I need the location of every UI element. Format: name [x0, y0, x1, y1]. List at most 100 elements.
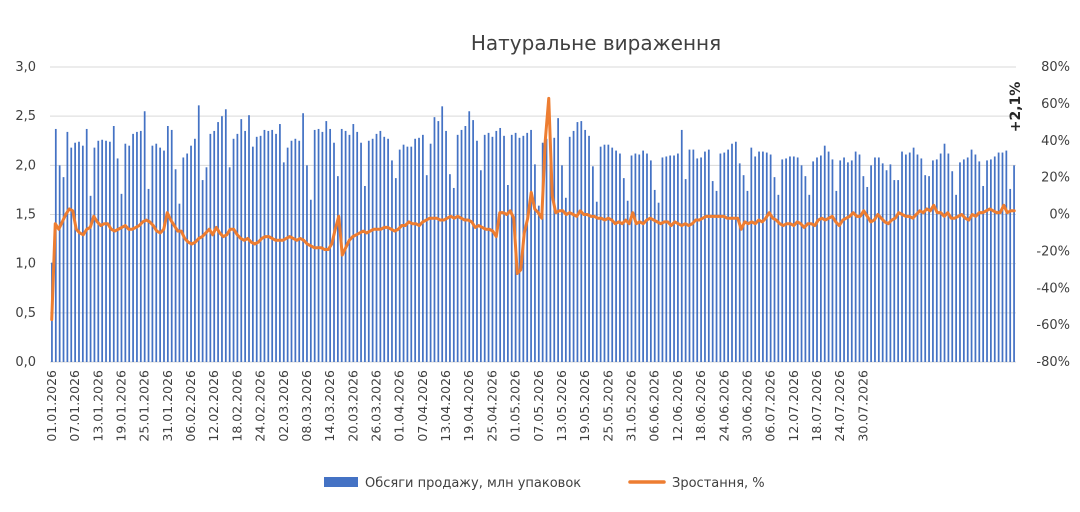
bar [835, 190, 838, 362]
x-tick-label: 24.02.2026 [253, 370, 268, 442]
right-tick-label: -40% [1036, 281, 1070, 296]
bar [588, 135, 590, 362]
bar [823, 145, 826, 362]
right-tick-label: 60% [1041, 97, 1070, 112]
bar [495, 130, 498, 362]
bar [758, 151, 760, 362]
bar [290, 140, 293, 362]
bar [394, 178, 397, 362]
bar [526, 132, 529, 362]
bar [673, 155, 675, 362]
bar [723, 152, 726, 362]
right-tick-label: 0% [1049, 208, 1070, 223]
legend-label-bars: Обсяги продажу, млн упаковок [365, 476, 581, 491]
bar [116, 158, 119, 362]
legend-label-line: Зростання, % [672, 476, 765, 491]
x-tick-label: 12.06.2026 [670, 370, 685, 442]
x-tick-label: 24.07.2026 [832, 370, 847, 442]
bar [653, 189, 656, 362]
annotation-label: +2,1% [1008, 82, 1024, 133]
bar [379, 130, 382, 362]
bar [1001, 152, 1004, 362]
bar [692, 149, 695, 362]
bar [58, 165, 61, 362]
x-tick-label: 19.05.2026 [577, 370, 592, 442]
bar [924, 175, 927, 362]
right-tick-label: 80% [1041, 60, 1070, 75]
bar [669, 155, 672, 362]
bar [537, 205, 540, 362]
x-tick-label: 30.07.2026 [855, 370, 870, 442]
bar [279, 124, 281, 362]
legend: Обсяги продажу, млн упаковок Зростання, … [324, 476, 765, 491]
bar [719, 153, 722, 362]
x-tick-label: 18.06.2026 [693, 370, 708, 442]
bar [827, 151, 830, 362]
bar [696, 158, 699, 362]
bar [599, 146, 602, 362]
bar [592, 166, 594, 362]
bar [101, 139, 104, 362]
bar [974, 154, 977, 362]
bar [499, 127, 502, 362]
bar [194, 138, 196, 362]
bar [649, 160, 652, 362]
bar [943, 143, 946, 362]
x-tick-label: 01.05.2026 [508, 370, 523, 442]
bar [232, 138, 235, 362]
x-tick-label: 07.04.2026 [415, 370, 430, 442]
bar [259, 135, 262, 362]
x-tick-label: 24.06.2026 [716, 370, 731, 442]
bar [147, 188, 150, 362]
bar [634, 153, 637, 362]
bar [804, 176, 807, 362]
bar [866, 186, 869, 362]
x-tick-label: 30.06.2026 [739, 370, 754, 442]
bar [166, 126, 169, 362]
bar [646, 153, 648, 362]
bar [371, 138, 374, 362]
bar [364, 185, 366, 362]
bar [70, 147, 73, 362]
bar [576, 122, 579, 362]
bar [862, 176, 865, 362]
left-axis: 0,0 0,5 1,0 1,5 2,0 2,5 3,0 [15, 60, 36, 370]
bar [854, 151, 857, 362]
bar [843, 157, 845, 362]
x-tick-label: 06.07.2026 [763, 370, 778, 442]
bar [309, 199, 312, 362]
bar [622, 178, 625, 362]
bar [816, 157, 818, 362]
x-tick-label: 12.07.2026 [786, 370, 801, 442]
bar [951, 171, 954, 362]
bar [112, 126, 115, 362]
growth-line [50, 96, 1016, 322]
bar [700, 157, 702, 362]
bar [89, 195, 92, 362]
bar [62, 177, 65, 362]
x-tick-label: 13.01.2026 [90, 370, 105, 442]
bar [97, 140, 100, 362]
bar [553, 137, 556, 362]
left-tick-label: 0,0 [15, 355, 36, 370]
bar [205, 167, 208, 362]
bar [518, 137, 521, 362]
bar [263, 129, 266, 362]
bar [85, 128, 88, 362]
right-tick-label: 20% [1041, 171, 1070, 186]
bar [607, 144, 610, 362]
left-tick-label: 3,0 [15, 60, 36, 75]
bar [109, 141, 111, 362]
bar [186, 153, 189, 362]
bar [742, 175, 745, 362]
bar [236, 133, 239, 362]
bar [935, 159, 938, 362]
bar [858, 154, 861, 362]
x-tick-label: 25.04.2026 [484, 370, 499, 442]
bar [920, 158, 923, 362]
bar [831, 159, 834, 362]
x-tick-label: 01.01.2026 [44, 370, 59, 442]
bar [74, 142, 76, 362]
right-tick-label: -60% [1036, 318, 1070, 333]
